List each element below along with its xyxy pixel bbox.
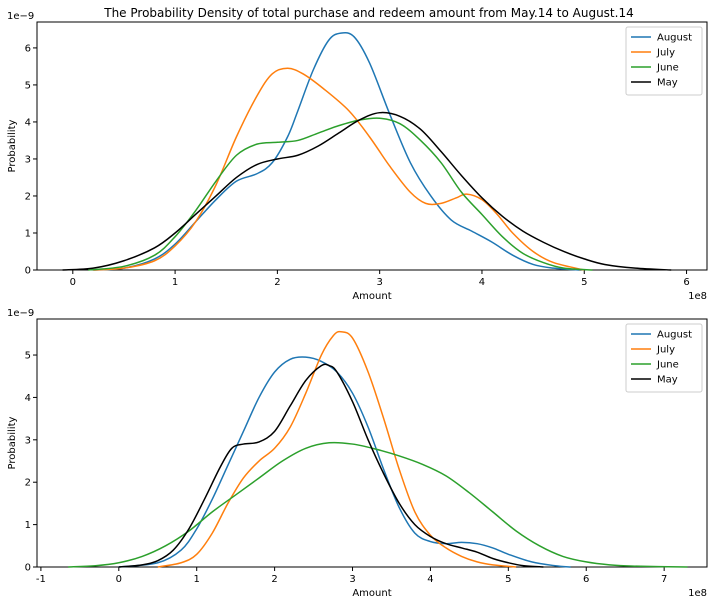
y-tick-label: 5 bbox=[25, 351, 31, 362]
legend-box bbox=[625, 26, 703, 96]
x-tick-label: 5 bbox=[505, 574, 511, 585]
legend-label-june: June bbox=[656, 63, 679, 74]
lower-density-chart: -1 0 1 2 3 4 5 6 7 0 1 2 3 4 5 Amount Probability 1e8 1e−9… bbox=[7, 308, 708, 599]
x-tick-label: 6 bbox=[583, 574, 589, 585]
series-line-june bbox=[88, 117, 593, 271]
x-tick-label: 3 bbox=[349, 574, 355, 585]
legend-label-may: May bbox=[657, 78, 678, 89]
plot-frame bbox=[36, 318, 708, 568]
y-tick-label: 4 bbox=[25, 393, 31, 404]
y-tick-label: 3 bbox=[25, 154, 31, 165]
legend-label-may: May bbox=[657, 375, 678, 386]
upper-density-chart: 0 1 2 3 4 5 6 0 1 2 3 4 5 6 Amount Probability 1e8 1e−9 Au… bbox=[7, 11, 708, 302]
series-line-june bbox=[68, 441, 688, 568]
series-line-may bbox=[118, 363, 544, 568]
y-tick-label: 1 bbox=[25, 228, 31, 239]
y-axis-label: Probability bbox=[7, 416, 18, 469]
x-tick-label: 3 bbox=[376, 277, 382, 288]
series-line-july bbox=[157, 330, 517, 568]
x-offset-label: 1e8 bbox=[688, 291, 707, 302]
plot-frame bbox=[36, 21, 708, 271]
chart-title: The Probability Density of total purchas… bbox=[103, 6, 633, 20]
y-tick-label: 2 bbox=[25, 191, 31, 202]
y-axis-label: Probability bbox=[7, 119, 18, 172]
y-offset-label: 1e−9 bbox=[7, 11, 34, 22]
x-tick-label: 0 bbox=[116, 574, 122, 585]
x-axis-label: Amount bbox=[352, 588, 391, 599]
x-tick-label: 1 bbox=[194, 574, 200, 585]
y-tick-label: 0 bbox=[25, 266, 31, 277]
y-tick-label: 3 bbox=[25, 435, 31, 446]
series-line-may bbox=[62, 111, 672, 271]
legend-label-august: August bbox=[657, 33, 692, 44]
x-tick-label: 2 bbox=[271, 574, 277, 585]
x-tick-label: 0 bbox=[70, 277, 76, 288]
legend-label-june: June bbox=[656, 360, 679, 371]
y-tick-label: 1 bbox=[25, 520, 31, 531]
x-tick-label: 7 bbox=[661, 574, 667, 585]
x-tick-label: 4 bbox=[479, 277, 485, 288]
x-tick-label: -1 bbox=[36, 574, 46, 585]
y-offset-label: 1e−9 bbox=[7, 308, 34, 319]
series-line-july bbox=[93, 67, 585, 271]
y-tick-label: 2 bbox=[25, 478, 31, 489]
x-tick-label: 6 bbox=[683, 277, 689, 288]
y-tick-label: 0 bbox=[25, 563, 31, 574]
x-offset-label: 1e8 bbox=[688, 588, 707, 599]
series-line-august bbox=[118, 356, 571, 568]
legend-label-july: July bbox=[656, 345, 675, 356]
x-axis-label: Amount bbox=[352, 291, 391, 302]
x-tick-label: 2 bbox=[274, 277, 280, 288]
y-tick-label: 4 bbox=[25, 117, 31, 128]
x-tick-label: 1 bbox=[172, 277, 178, 288]
x-tick-label: 4 bbox=[427, 574, 433, 585]
legend-box bbox=[625, 323, 703, 393]
x-tick-label: 5 bbox=[581, 277, 587, 288]
y-tick-label: 6 bbox=[25, 43, 31, 54]
y-tick-label: 5 bbox=[25, 80, 31, 91]
legend-label-july: July bbox=[656, 48, 675, 59]
legend-label-august: August bbox=[657, 330, 692, 341]
